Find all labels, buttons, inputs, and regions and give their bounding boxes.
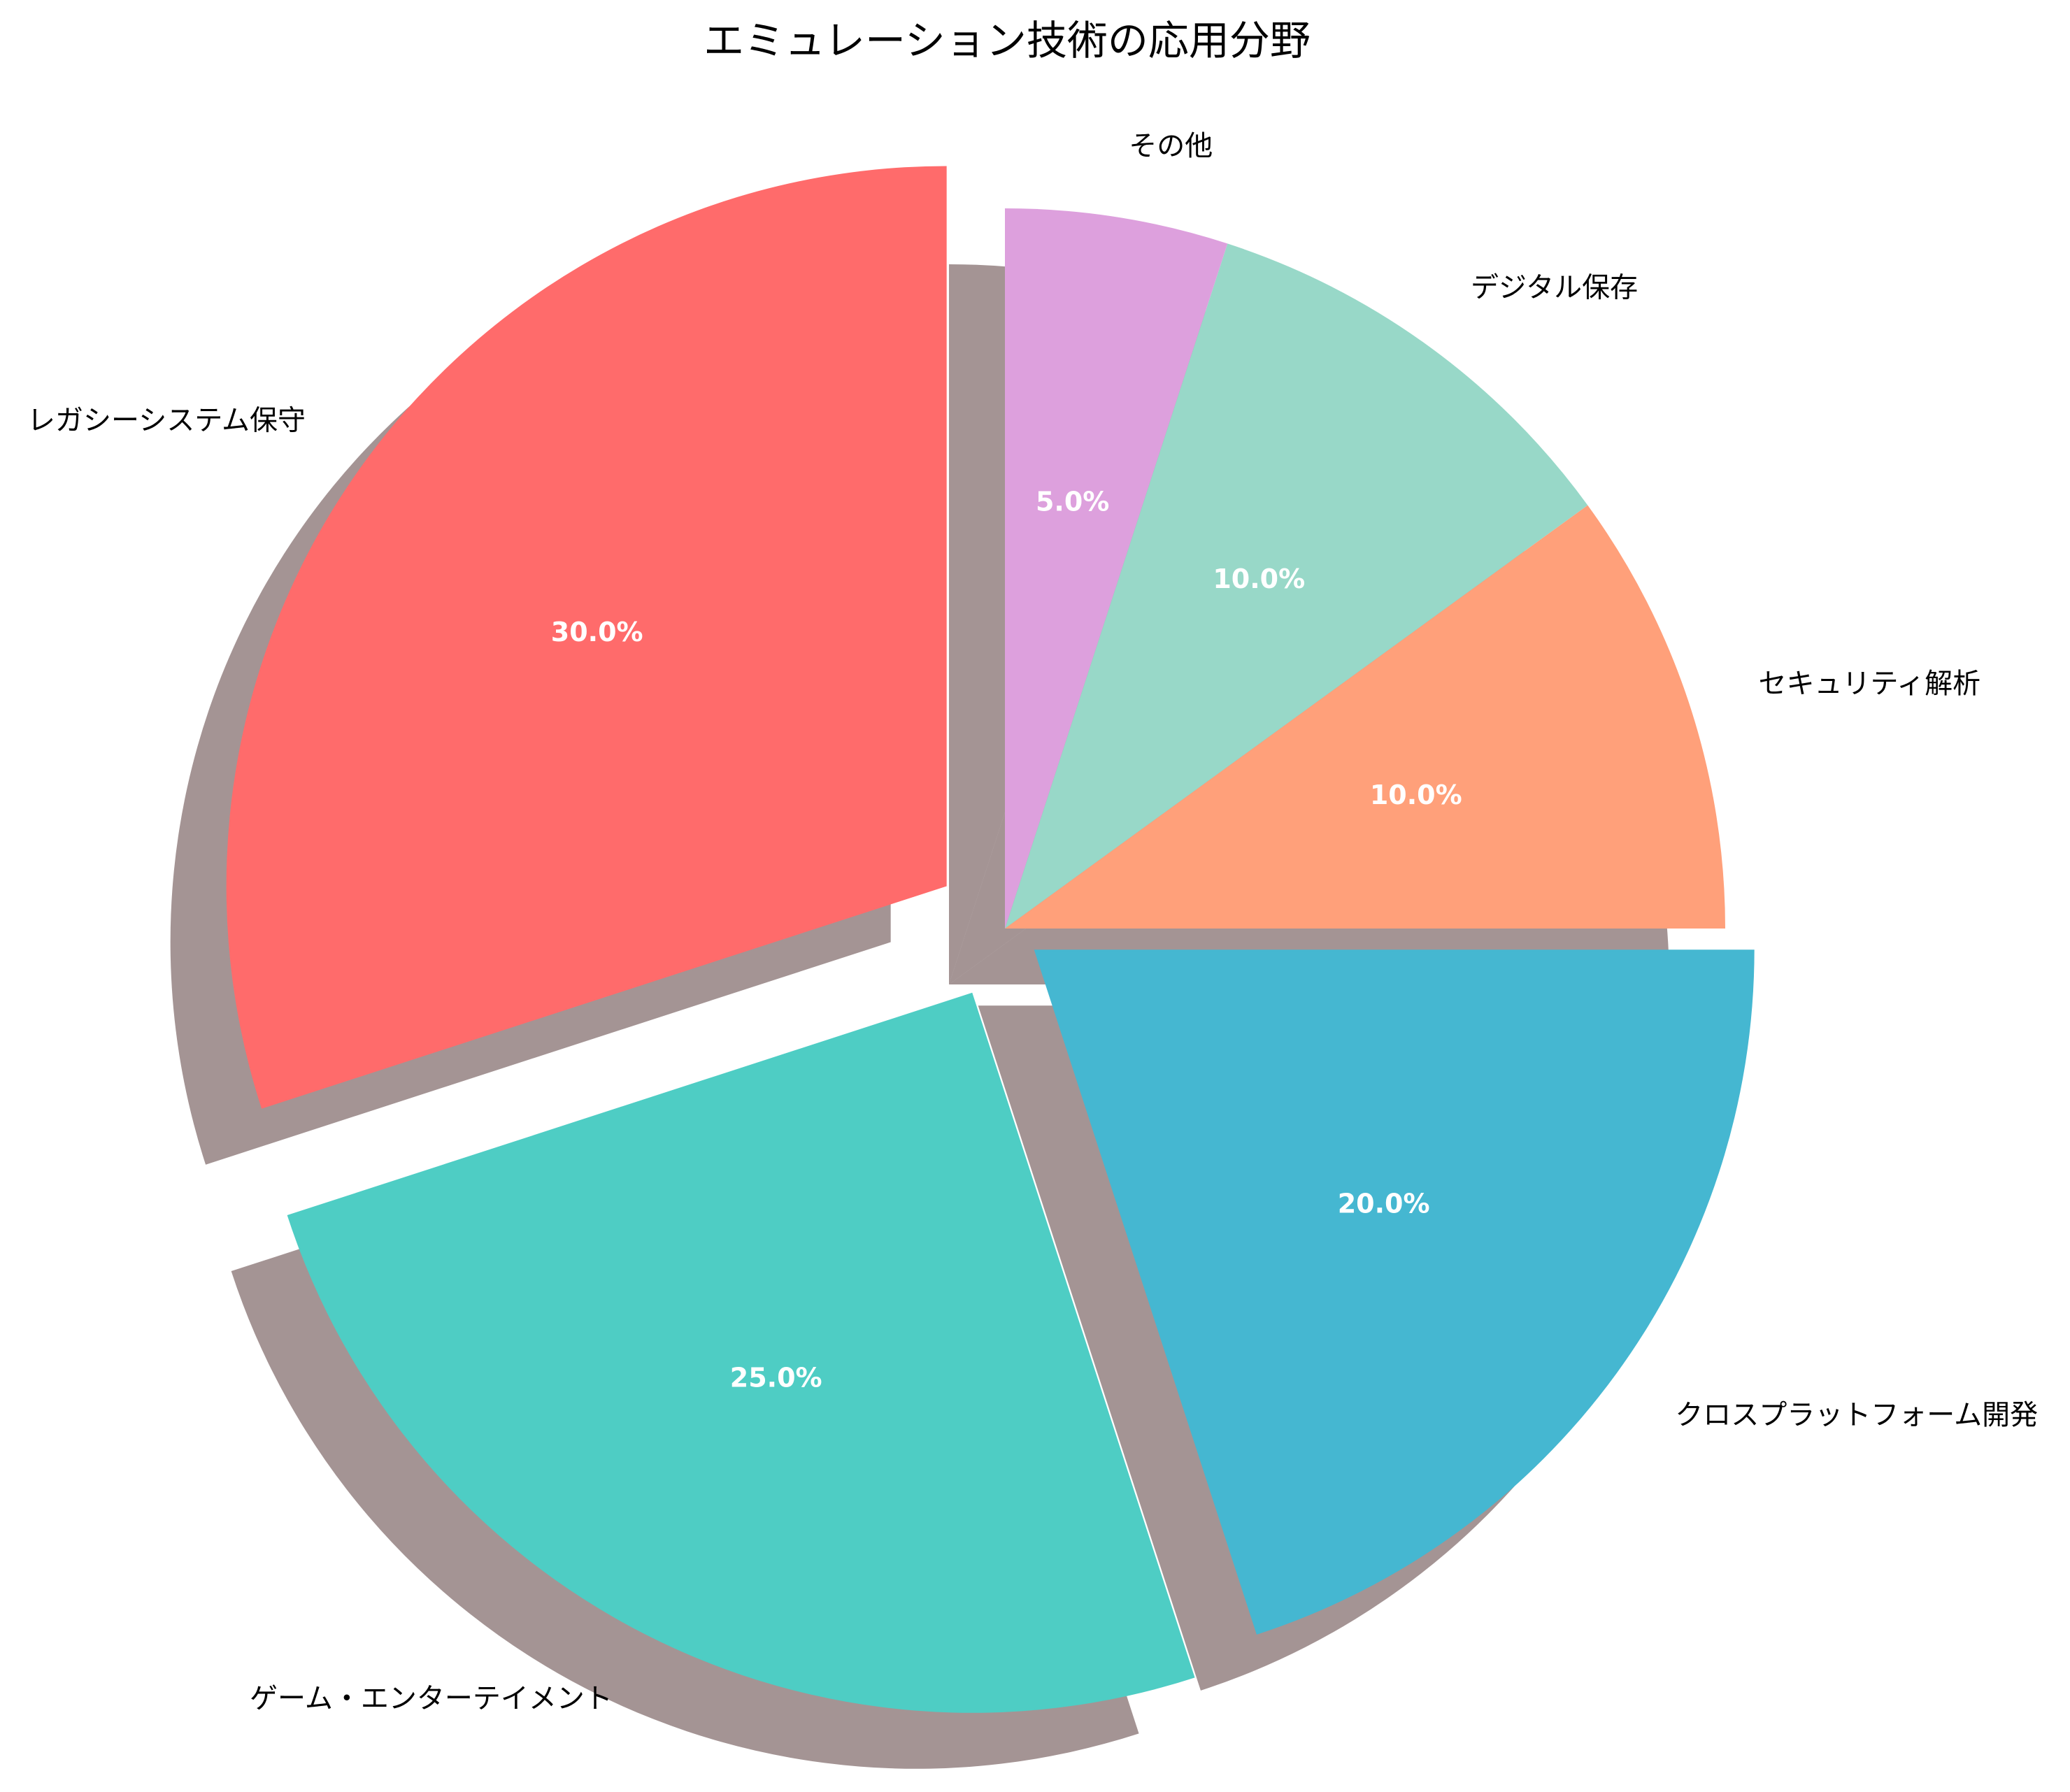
label-layer: 30.0% レガシーシステム保守 25.0% ゲーム・エンターテイメント 20.0% クロ… [27, 130, 2038, 1714]
slice-6-wedge [1005, 208, 1228, 929]
slice-3-wedge [1034, 949, 1755, 1635]
slice-1-percent-label: 30.0% [551, 617, 643, 647]
chart-title: エミュレーション技術の応用分野 [704, 17, 1311, 64]
slice-6-percent-label: 5.0% [1036, 487, 1109, 517]
slice-2-category-label: ゲーム・エンターテイメント [250, 1682, 613, 1714]
slice-6-category-label: その他 [1129, 130, 1213, 162]
slice-3-category-label: クロスプラットフォーム開発 [1675, 1399, 2038, 1431]
slice-2-percent-label: 25.0% [730, 1362, 822, 1393]
slice-4-percent-label: 10.0% [1370, 780, 1462, 810]
slice-5-category-label: デジタル保存 [1471, 271, 1638, 303]
slice-4-wedge [1005, 505, 1725, 929]
slice-3-percent-label: 20.0% [1338, 1189, 1430, 1219]
slice-4-category-label: セキュリティ解析 [1759, 668, 1981, 700]
slice-1-category-label: レガシーシステム保守 [27, 404, 306, 436]
slice-5-wedge [1005, 243, 1588, 929]
slice-5-percent-label: 10.0% [1213, 564, 1305, 594]
slice-1-wedge [226, 166, 947, 1109]
slice-2-wedge [287, 992, 1195, 1713]
slice-layer [226, 166, 1755, 1713]
